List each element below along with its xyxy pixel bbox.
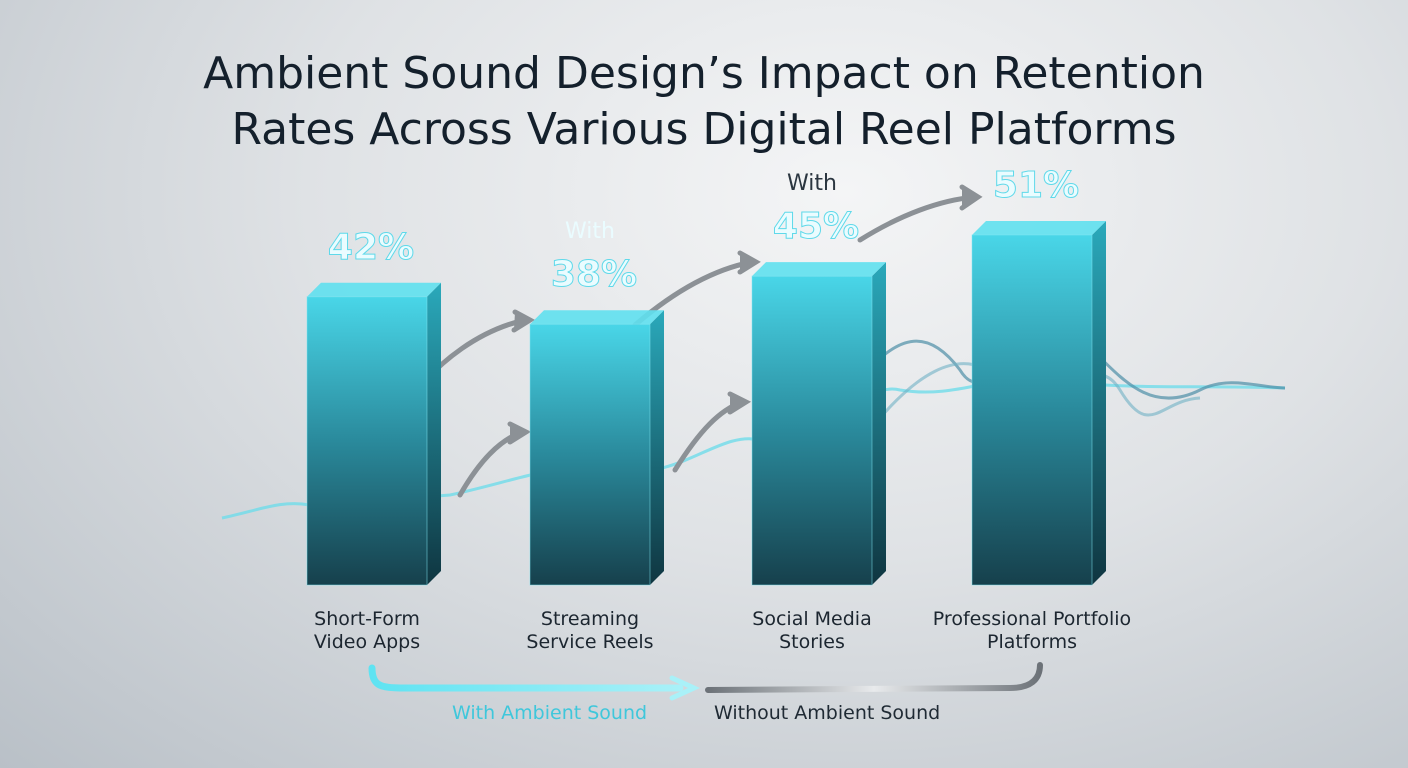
value-label: 51% xyxy=(993,165,1079,206)
legend-entry: With Ambient Sound xyxy=(452,702,648,724)
bar-top xyxy=(752,262,886,277)
x-tick-label: Short-Form Video Apps xyxy=(313,608,421,653)
value-label: 45% xyxy=(773,206,859,247)
value-label: 38% xyxy=(551,254,637,295)
bar xyxy=(971,234,1093,586)
bar-top xyxy=(307,282,441,297)
x-tick-label: Streaming Service Reels xyxy=(526,608,654,653)
legend-entry: Without Ambient Sound xyxy=(714,702,941,724)
bar xyxy=(751,275,873,586)
bar xyxy=(529,323,651,586)
bar xyxy=(306,296,428,586)
x-tick-label: Professional Portfolio Platforms xyxy=(932,608,1132,653)
bar-side xyxy=(872,262,886,585)
title-wrap: Ambient Sound Design’s Impact on Retenti… xyxy=(0,46,1408,158)
value-label: 42% xyxy=(328,227,414,268)
chart-title: Ambient Sound Design’s Impact on Retenti… xyxy=(203,48,1205,155)
bar-top xyxy=(530,310,664,325)
trend-arrows xyxy=(407,184,983,498)
bar-top xyxy=(972,221,1106,235)
annotation: With xyxy=(787,171,837,196)
bar-side xyxy=(650,310,664,585)
bar-side xyxy=(427,282,441,585)
x-tick-label: Social Media Stories xyxy=(752,608,872,653)
bar-side xyxy=(1092,221,1106,585)
annotation: With xyxy=(565,219,615,244)
legend-lines xyxy=(368,662,1043,701)
